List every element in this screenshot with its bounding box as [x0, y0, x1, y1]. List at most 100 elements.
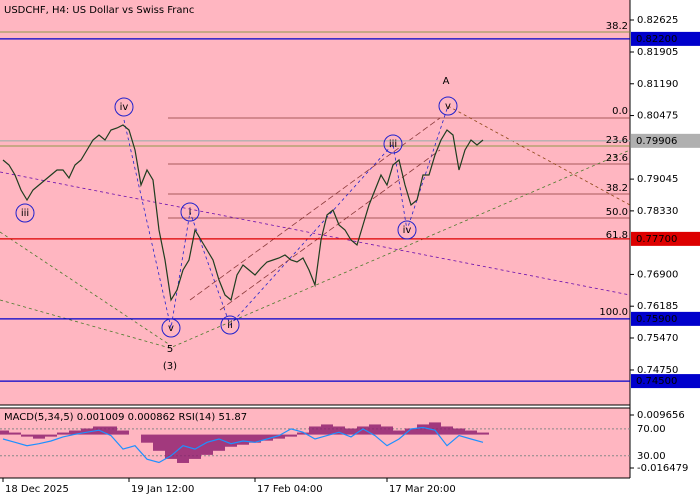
macd-bar	[21, 434, 33, 437]
wave-label: iv	[403, 225, 412, 236]
macd-bar	[9, 432, 21, 435]
price-level-label: 0.79906	[636, 136, 677, 147]
x-tick-label: 17 Mar 20:00	[389, 484, 456, 495]
macd-bar	[357, 426, 369, 435]
macd-bar	[465, 430, 477, 435]
y-tick-label: -0.016479	[637, 463, 688, 474]
price-level-box	[631, 133, 700, 148]
price-level-box	[631, 374, 700, 389]
x-tick-label: 17 Feb 04:00	[257, 484, 323, 495]
wave-label: i	[189, 207, 192, 218]
macd-bar	[33, 434, 45, 439]
trend-line	[0, 171, 631, 296]
y-tick-label: 0.81190	[637, 79, 678, 90]
macd-bar	[477, 432, 489, 435]
macd-bar	[381, 426, 393, 435]
fib-label: 100.0	[599, 307, 628, 318]
y-tick-label: 0.82625	[637, 15, 678, 26]
y2-tick-label: 70.00	[637, 424, 666, 435]
wave-line	[123, 105, 449, 329]
macd-bar	[105, 426, 117, 435]
macd-bar	[333, 426, 345, 435]
fib-label: 0.0	[612, 106, 628, 117]
macd-bar	[177, 434, 189, 463]
x-tick-label: 18 Dec 2025	[5, 484, 69, 495]
macd-bar	[369, 424, 381, 435]
macd-bar	[453, 428, 465, 435]
fib-label: 23.6	[606, 153, 628, 164]
price-line	[2, 426, 484, 464]
wave-label: v	[445, 101, 451, 112]
macd-bar	[405, 428, 417, 435]
macd-bar	[393, 430, 405, 435]
y-tick-label: 0.75470	[637, 333, 678, 344]
chart-title: USDCHF, H4: US Dollar vs Swiss Franc	[4, 5, 194, 16]
fib-label: 23.6	[606, 135, 628, 146]
wave-label: iv	[120, 102, 129, 113]
wave-circle	[397, 220, 417, 240]
indicator-plot	[0, 408, 630, 478]
macd-bar	[237, 434, 249, 445]
macd-bar	[117, 430, 129, 435]
wave-circle	[383, 134, 403, 154]
y-tick-label: 0.76900	[637, 269, 678, 280]
y-tick-label: 0.009656	[637, 410, 685, 421]
y-tick-label: 0.78330	[637, 206, 678, 217]
wave-label: v	[168, 323, 174, 334]
macd-bar	[141, 434, 153, 443]
wave-label: (3)	[163, 361, 177, 372]
y-tick-label: 0.81905	[637, 47, 678, 58]
macd-bar	[213, 434, 225, 451]
fib-label: 38.2	[606, 21, 628, 32]
wave-label: A	[443, 76, 450, 87]
price-level-box	[631, 311, 700, 326]
y-tick-label: 0.79045	[637, 174, 678, 185]
macd-bar	[45, 434, 57, 437]
x-tick-label: 19 Jan 12:00	[131, 484, 194, 495]
wave-label: ii	[227, 320, 233, 331]
y-tick-label: 0.80475	[637, 111, 678, 122]
macd-bar	[441, 426, 453, 435]
macd-bar	[201, 434, 213, 455]
price-level-box	[631, 31, 700, 46]
macd-bar	[345, 428, 357, 435]
macd-bar	[273, 434, 285, 439]
wave-label: 5	[167, 344, 173, 355]
macd-bar	[429, 422, 441, 435]
channel-line	[189, 117, 441, 301]
y-tick-label: 0.74750	[637, 365, 678, 376]
macd-bar	[153, 434, 165, 451]
macd-bar	[417, 424, 429, 435]
price-level-label: 0.82200	[636, 34, 677, 45]
fib-label: 61.8	[606, 230, 628, 241]
macd-bar	[249, 434, 261, 443]
macd-bar	[285, 434, 297, 437]
price-level-label: 0.74500	[636, 376, 677, 387]
fib-label: 50.0	[606, 207, 628, 218]
trend-line	[447, 105, 631, 206]
macd-bar	[261, 434, 273, 441]
price-level-box	[631, 231, 700, 246]
wave-circle	[220, 315, 240, 335]
macd-bar	[225, 434, 237, 447]
wave-circle	[15, 203, 35, 223]
price-line	[2, 124, 484, 302]
macd-bar	[321, 424, 333, 435]
trend-line	[0, 231, 171, 346]
wave-circle	[161, 318, 181, 338]
price-level-label: 0.75900	[636, 314, 677, 325]
main-plot	[0, 0, 630, 405]
wave-label: iii	[21, 208, 29, 219]
wave-circle	[180, 202, 200, 222]
wave-circle	[114, 97, 134, 117]
fib-label: 38.2	[606, 183, 628, 194]
macd-bar	[0, 430, 9, 435]
price-level-label: 0.77700	[636, 234, 677, 245]
y2-tick-label: 30.00	[637, 451, 666, 462]
macd-bar	[297, 432, 309, 435]
indicator-title: MACD(5,34,5) 0.001009 0.000862 RSI(14) 5…	[4, 412, 247, 423]
y-tick-label: 0.76185	[637, 301, 678, 312]
wave-circle	[438, 96, 458, 116]
macd-bar	[309, 426, 321, 435]
